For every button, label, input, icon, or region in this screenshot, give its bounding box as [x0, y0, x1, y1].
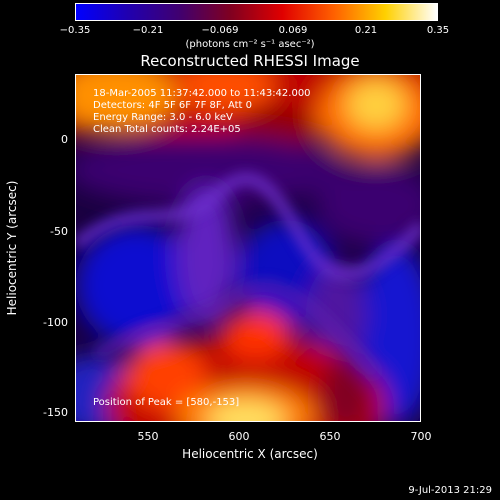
x-axis-label: Heliocentric X (arcsec)	[182, 447, 318, 461]
colorbar-tick: 0.35	[426, 25, 450, 36]
colorbar-tick: 0.21	[354, 25, 378, 36]
colorbar-tick: −0.21	[132, 25, 164, 36]
timestamp: 9-Jul-2013 21:29	[408, 485, 492, 496]
colorbar-tick: 0.069	[278, 25, 308, 36]
x-tick: 550	[137, 430, 159, 443]
colorbar-units: (photons cm⁻² s⁻¹ asec⁻²)	[185, 39, 315, 50]
x-tick: 700	[410, 430, 432, 443]
image-title: Reconstructed RHESSI Image	[140, 52, 360, 70]
colorbar-tick: −0.35	[59, 25, 91, 36]
rhessi-image-canvas	[76, 75, 420, 421]
y-tick: -100	[43, 316, 68, 329]
colorbar-tick: −0.069	[201, 25, 239, 36]
info-clean-counts: Clean Total counts: 2.24E+05	[93, 124, 241, 135]
info-time-range: 18-Mar-2005 11:37:42.000 to 11:43:42.000	[93, 88, 311, 99]
x-tick: 600	[228, 430, 250, 443]
rhessi-image	[75, 74, 421, 422]
y-tick: -50	[50, 225, 68, 238]
info-detectors: Detectors: 4F 5F 6F 7F 8F, Att 0	[93, 100, 253, 111]
colorbar	[75, 3, 438, 21]
y-tick: 0	[61, 133, 68, 146]
y-tick: -150	[43, 406, 68, 419]
x-tick: 650	[319, 430, 341, 443]
info-peak-position: Position of Peak = [580,-153]	[93, 397, 240, 408]
y-axis-label: Heliocentric Y (arcsec)	[5, 180, 19, 316]
info-energy-range: Energy Range: 3.0 - 6.0 keV	[93, 112, 233, 123]
